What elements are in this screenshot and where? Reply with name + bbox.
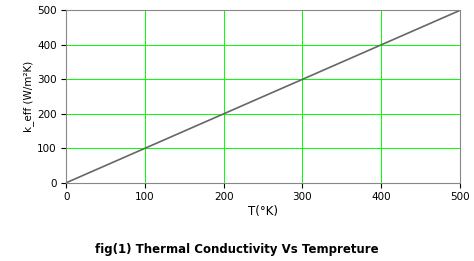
Y-axis label: k_eff (W/m²K): k_eff (W/m²K)	[23, 61, 34, 132]
Text: fig(1) Thermal Conductivity Vs Tempreture: fig(1) Thermal Conductivity Vs Tempretur…	[95, 243, 379, 256]
X-axis label: T(°K): T(°K)	[248, 205, 278, 218]
